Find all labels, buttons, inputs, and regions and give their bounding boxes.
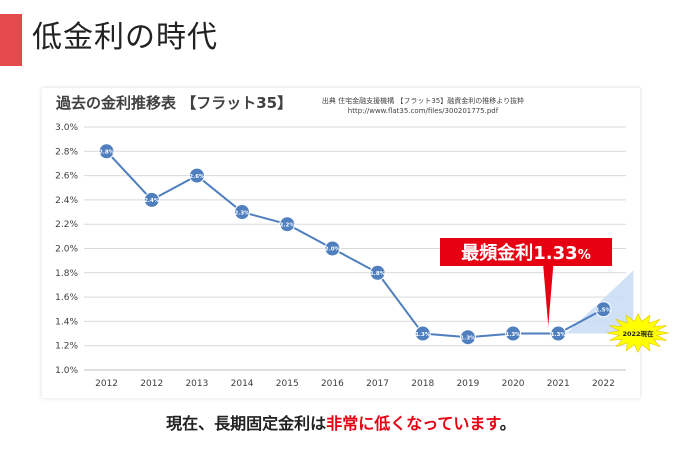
y-tick-label: 1.2% [55,342,78,352]
data-label: 2.4% [144,198,160,204]
footer-text: 現在、長期固定金利は [166,414,327,433]
y-tick-label: 2.4% [55,196,78,206]
x-tick-label: 2021 [547,379,570,389]
data-point [505,325,522,342]
y-tick-label: 1.0% [55,366,78,376]
x-tick-label: 2019 [456,379,479,389]
data-label: 1.3% [415,332,431,338]
page-title: 低金利の時代 [32,20,218,55]
footer-highlight: 非常に低くなっています [326,414,500,433]
data-label: 1.3% [551,332,567,338]
data-point [143,191,160,208]
data-point [550,325,567,342]
callout-main: 最頻金利1.33 [461,242,577,264]
y-tick-label: 2.6% [55,172,78,182]
data-label: 2.3% [234,210,250,216]
data-label: 1.5% [596,307,612,313]
data-label: 2.0% [325,247,341,253]
data-label: 1.3% [505,332,521,338]
callout-unit: % [578,248,591,263]
callout-text: 最頻金利1.33% [461,242,590,264]
data-point [188,167,205,184]
footer-end: 。 [499,414,516,433]
x-tick-label: 2020 [502,379,525,389]
chart-title: 過去の金利推移表 【フラット35】 [56,94,293,112]
y-tick-label: 2.8% [55,147,78,157]
data-label: 2.8% [99,150,115,156]
x-tick-label: 2013 [185,379,208,389]
data-point [414,325,431,342]
y-tick-label: 3.0% [55,123,78,133]
data-label: 2.6% [189,174,205,180]
source-line-1: 出典 住宅金融支援機構 【フラット35】融資金利の推移より抜粋 [321,97,525,105]
x-tick-label: 2014 [231,379,254,389]
x-tick-label: 2016 [321,379,344,389]
y-tick-label: 2.2% [55,220,78,230]
footer-message: 現在、長期固定金利は非常に低くなっています。 [0,410,682,434]
data-label: 2.2% [280,222,296,228]
y-tick-label: 2.0% [55,245,78,255]
starburst-label: 2022現在 [622,329,654,338]
x-tick-label: 2017 [366,379,389,389]
callout-box [440,238,612,266]
x-tick-label: 2015 [276,379,299,389]
data-point [98,143,115,160]
starburst [606,313,670,353]
x-tick-label: 2018 [411,379,434,389]
title-accent-bar [0,14,22,66]
source-line-2: http://www.flat35.com/files/300201775.pd… [347,107,499,115]
callout-pointer [543,266,554,326]
chart-source: 出典 住宅金融支援機構 【フラット35】融資金利の推移より抜粋 http://w… [308,96,538,116]
data-point [279,216,296,233]
data-label: 1.8% [370,271,386,277]
x-tick-label: 2022 [592,379,615,389]
data-point [324,240,341,257]
highlight-wedge [566,270,634,334]
x-tick-label: 2012 [140,379,163,389]
data-point [234,204,251,221]
x-tick-label: 2012 [95,379,118,389]
y-tick-label: 1.4% [55,317,78,327]
y-tick-label: 1.6% [55,293,78,303]
data-point [369,264,386,281]
y-tick-label: 1.8% [55,269,78,279]
data-point [595,301,612,318]
data-label: 1.3% [460,335,476,341]
data-point [459,329,476,346]
